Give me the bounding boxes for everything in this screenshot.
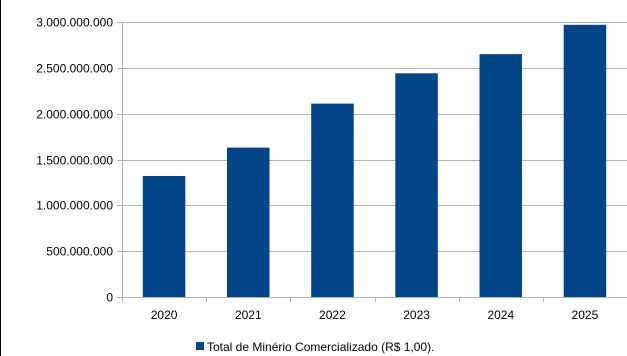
y-tick-label: 1.500.000.000 [36, 154, 113, 168]
bar-2025 [563, 24, 607, 298]
y-tick-label: 2.000.000.000 [36, 108, 113, 122]
x-tick-label: 2025 [572, 308, 599, 322]
y-tick-label: 0 [106, 291, 113, 305]
x-tick-label: 2022 [319, 308, 346, 322]
legend: Total de Minério Comercializado (R$ 1,00… [196, 340, 434, 354]
legend-label: Total de Minério Comercializado (R$ 1,00… [207, 340, 434, 354]
legend-swatch [196, 342, 204, 350]
axes [122, 22, 627, 302]
bars [142, 24, 607, 298]
bar-2023 [395, 73, 438, 297]
x-tick-label: 2021 [235, 308, 262, 322]
y-tick-label: 2.500.000.000 [36, 62, 113, 76]
bar-2022 [311, 103, 354, 297]
y-tick-label: 500.000.000 [46, 245, 113, 259]
x-tick-label: 2020 [151, 308, 178, 322]
bar-2021 [227, 147, 270, 297]
x-tick-label: 2024 [487, 308, 514, 322]
gridlines [122, 22, 627, 252]
y-axis-ticks: 0 500.000.000 1.000.000.000 1.500.000.000 2.… [36, 16, 122, 305]
bar-2020 [142, 176, 186, 297]
y-tick-label: 1.000.000.000 [36, 199, 113, 213]
x-axis-ticks: 2020 2021 2022 2023 2024 2025 [122, 297, 599, 322]
y-tick-label: 3.000.000.000 [36, 16, 113, 30]
x-tick-label: 2023 [403, 308, 430, 322]
bar-2024 [479, 54, 522, 297]
